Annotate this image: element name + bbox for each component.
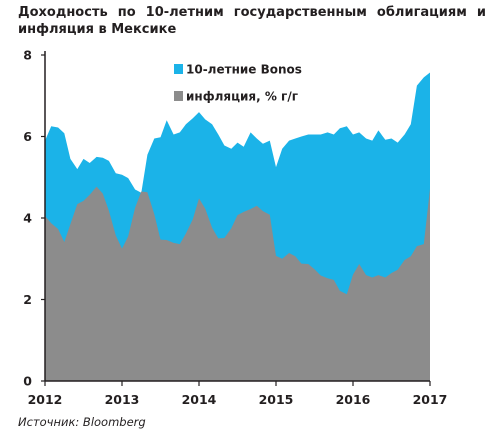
x-tick-label: 2013 [105, 392, 140, 407]
y-tick-label: 6 [23, 129, 32, 144]
y-tick-label: 4 [23, 211, 32, 226]
chart-title: Доходность по 10-летним государственным … [18, 5, 486, 37]
y-tick-label: 2 [23, 292, 32, 307]
source-note: Источник: Bloomberg [18, 415, 146, 429]
x-tick-label: 2017 [413, 392, 448, 407]
x-tick-label: 2012 [28, 392, 63, 407]
y-tick-label: 0 [23, 374, 32, 389]
x-tick-label: 2016 [336, 392, 371, 407]
x-tick-label: 2015 [259, 392, 294, 407]
legend-swatch-2 [174, 91, 183, 101]
chart-legend: 10-летние Bonos инфляция, % г/г [174, 63, 302, 104]
legend-label-1: 10-летние Bonos [186, 63, 302, 77]
chart-axes: 0 2 4 6 8 2012 2013 2014 2015 2016 2017 [23, 48, 447, 408]
legend-swatch-1 [174, 64, 183, 74]
legend-label-2: инфляция, % г/г [186, 90, 298, 104]
x-tick-label: 2014 [182, 392, 217, 407]
series-area-2 [45, 186, 430, 381]
y-tick-label: 8 [23, 48, 32, 63]
chart-areas [45, 72, 430, 381]
